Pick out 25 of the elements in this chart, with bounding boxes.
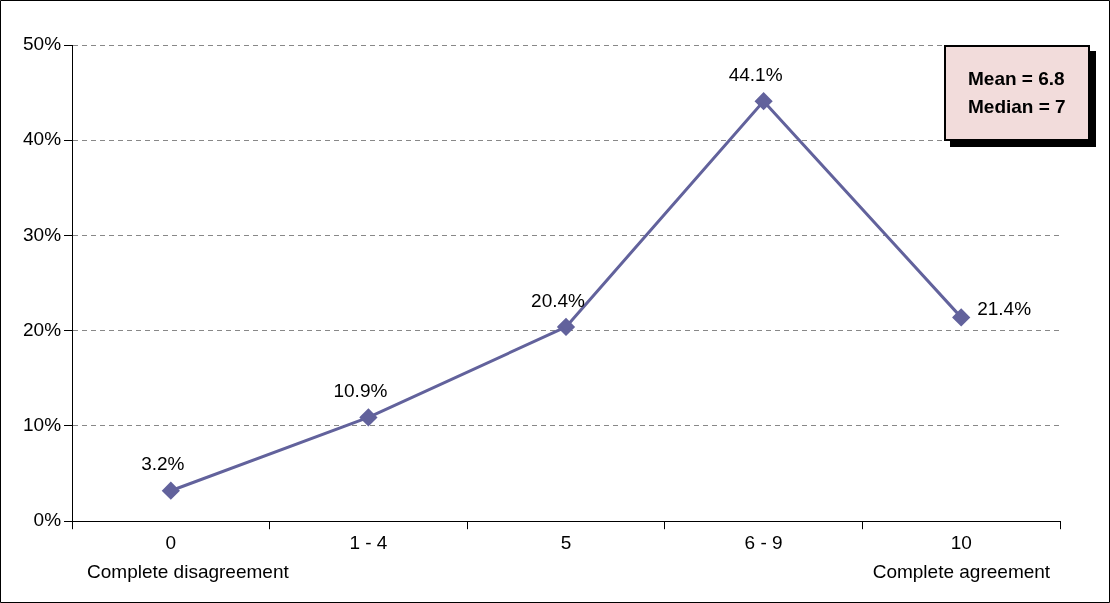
y-tick-label: 50% [23,33,62,55]
data-label: 21.4% [977,297,1032,319]
x-tick-label: 6 - 9 [744,531,783,553]
x-tick-label: 10 [950,531,972,553]
text: Complete agreement [872,561,1051,584]
y-tick-label: 20% [23,318,62,340]
data-label: 44.1% [728,63,783,85]
point [162,482,180,500]
x-tick-label: 0 [165,531,177,553]
y-tick-label: 40% [23,128,62,150]
point [755,92,773,110]
point [952,308,970,326]
annotation: Mean = 6.8 [968,67,1066,91]
point [359,408,377,426]
x-tick-label: 5 [560,531,572,553]
data-label: 10.9% [333,380,388,402]
text: Complete disagreement [87,561,289,584]
y-tick-label: 10% [23,414,62,436]
x-tick-label: 1 - 4 [349,531,388,553]
y-tick-label: 30% [23,223,62,245]
data-label: 20.4% [531,289,586,311]
point [557,318,575,336]
data-label: 3.2% [141,453,185,475]
y-tick-label: 0% [33,509,62,531]
annotation: Median = 7 [968,95,1066,119]
